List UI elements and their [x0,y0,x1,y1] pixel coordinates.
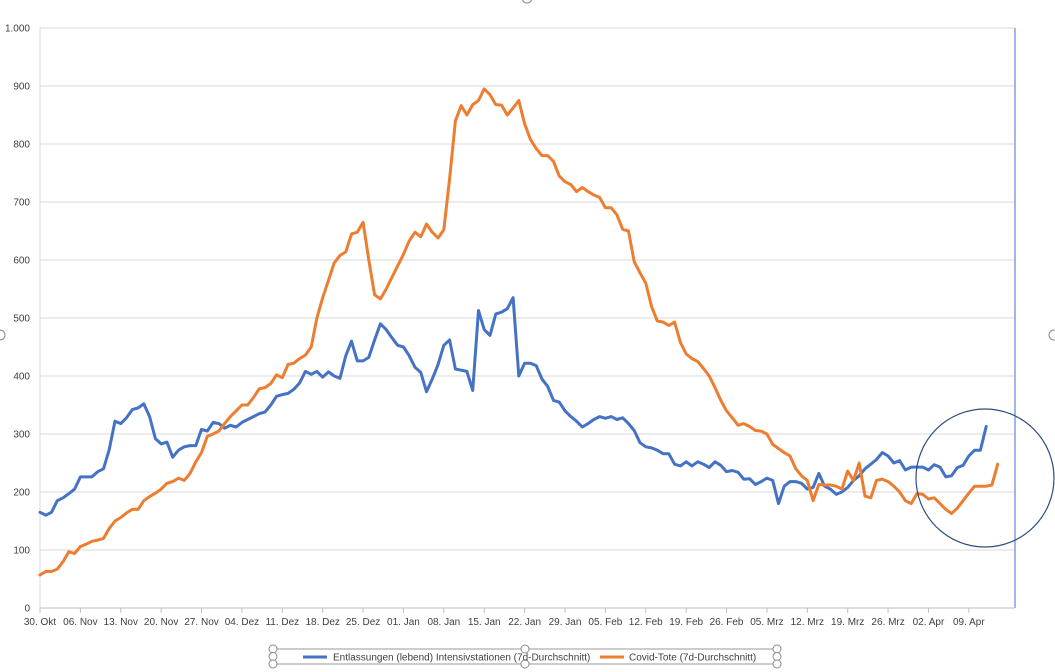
x-tick-label: 20. Nov [144,617,178,628]
x-tick-label: 30. Okt [24,617,56,628]
y-tick-label: 400 [13,372,30,383]
x-tick-label: 01. Jan [387,617,420,628]
x-tick-label: 22. Jan [508,617,541,628]
axes [39,28,1016,613]
x-tick-label: 11. Dez [265,617,299,628]
y-tick-label: 200 [13,488,30,499]
legend[interactable]: Entlassungen (lebend) Intensivstationen … [268,644,782,669]
x-tick-label: 05. Mrz [750,617,783,628]
x-tick-label: 26. Feb [710,617,744,628]
y-tick-label: 1.000 [5,24,30,35]
y-tick-label: 500 [13,314,30,325]
x-tick-label: 06. Nov [63,617,97,628]
x-tick-label: 19. Mrz [831,617,864,628]
y-tick-label: 800 [13,140,30,151]
gridlines [40,27,1015,551]
legend-resize-handle[interactable] [268,659,278,669]
x-tick-label: 15. Jan [468,617,501,628]
legend-resize-handle[interactable] [772,652,782,661]
x-tick-label: 19. Feb [669,617,703,628]
x-tick-label: 08. Jan [427,617,460,628]
x-tick-label: 18. Dez [305,617,339,628]
series-line-entlassungen [38,296,988,517]
legend-resize-handle[interactable] [268,652,278,661]
chart-resize-handle-top[interactable] [521,0,533,4]
y-tick-label: 700 [13,198,30,209]
x-tick-labels: 30. Okt 06. Nov 13. Nov 20. Nov 27. Nov 04. D… [24,617,985,628]
legend-resize-handle[interactable] [520,659,530,669]
legend-resize-handle[interactable] [268,644,278,654]
x-tick-label: 27. Nov [184,617,218,628]
y-tick-label: 600 [13,256,30,267]
annotations [0,0,1055,548]
legend-resize-handle[interactable] [520,644,530,654]
x-tick-label: 02. Apr [913,617,945,628]
x-tick-label: 13. Nov [104,617,138,628]
y-tick-label: 100 [13,546,30,557]
chart-resize-handle-right[interactable] [1048,329,1055,341]
x-tick-label: 12. Feb [629,617,663,628]
highlight-circle [915,408,1055,548]
legend-resize-handle[interactable] [772,659,782,669]
y-tick-labels: 0 100 200 300 400 500 600 700 800 900 1.000 [5,24,30,615]
x-tick-label: 12. Mrz [791,617,824,628]
series-line-covid-tote [38,87,1000,577]
x-tick-label: 09. Apr [953,617,985,628]
y-tick-label: 0 [24,604,30,615]
y-tick-label: 300 [13,430,30,441]
x-tick-label: 25. Dez [346,617,380,628]
x-tick-label: 29. Jan [549,617,582,628]
x-tick-label: 05. Feb [588,617,622,628]
y-tick-label: 900 [13,82,30,93]
legend-label: Covid-Tote (7d-Durchschnitt) [629,653,756,664]
series-lines [38,87,1000,577]
legend-label: Entlassungen (lebend) Intensivstationen … [333,653,590,664]
chart-resize-handle-left[interactable] [0,329,6,341]
x-tick-label: 04. Dez [225,617,259,628]
legend-resize-handle[interactable] [772,644,782,654]
x-tick-label: 26. Mrz [871,617,904,628]
